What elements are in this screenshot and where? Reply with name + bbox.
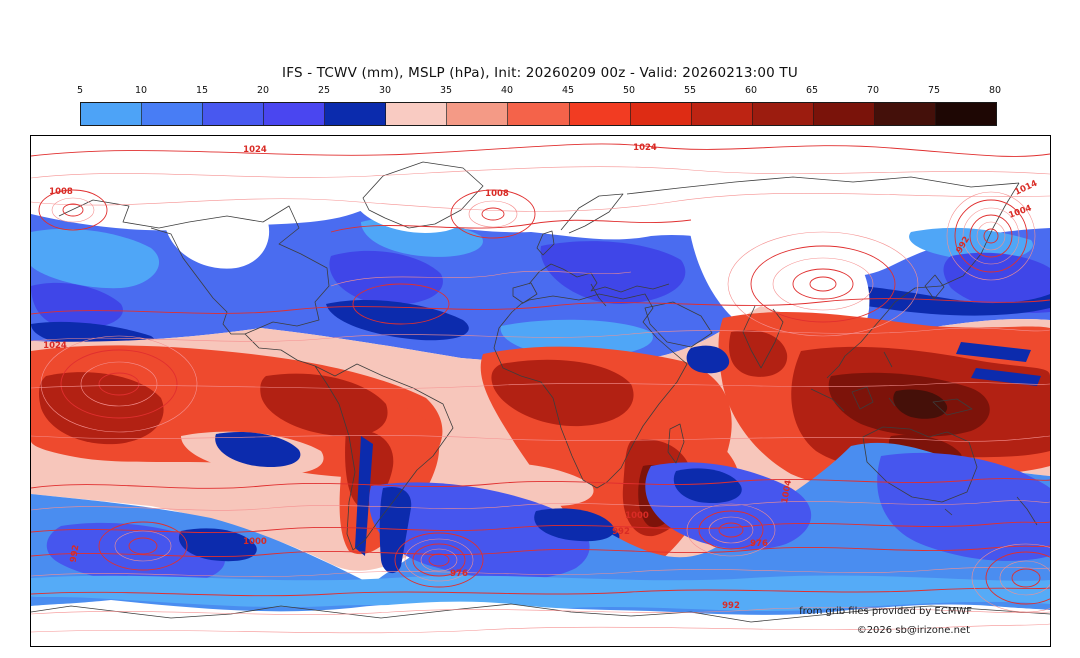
colorbar <box>80 102 997 126</box>
colorbar-segment <box>447 103 509 125</box>
tcwv-shading-layer <box>31 136 1050 646</box>
mslp-contour-label: 1004 <box>780 479 794 504</box>
mslp-contour-label: 992 <box>69 544 82 563</box>
attribution-source: from grib files provided by ECMWF <box>799 606 972 617</box>
colorbar-tick-label: 10 <box>134 85 148 96</box>
colorbar-tick-label: 5 <box>76 85 84 96</box>
colorbar-tick-label: 20 <box>256 85 270 96</box>
colorbar-segment <box>386 103 448 125</box>
colorbar-segment <box>142 103 204 125</box>
mslp-contour-label: 976 <box>750 539 768 549</box>
colorbar-tick-label: 30 <box>378 85 392 96</box>
mslp-contour-label: 1000 <box>243 537 267 547</box>
colorbar-tick-label: 25 <box>317 85 331 96</box>
colorbar-tick-label: 70 <box>866 85 880 96</box>
colorbar-segment <box>264 103 326 125</box>
mslp-contour-label: 976 <box>450 569 468 579</box>
colorbar-tick-label: 45 <box>561 85 575 96</box>
colorbar-tick-label: 40 <box>500 85 514 96</box>
colorbar-segment <box>569 103 631 125</box>
attribution-copyright: ©2026 sb@irizone.net <box>856 625 970 636</box>
colorbar-tick-label: 15 <box>195 85 209 96</box>
colorbar-tick-label: 65 <box>805 85 819 96</box>
coastlines-layer <box>31 161 1050 623</box>
mslp-contour-label: 1024 <box>243 145 267 155</box>
mslp-contour-label: 1024 <box>633 143 657 153</box>
colorbar-segment <box>935 103 996 125</box>
colorbar-tick-label: 75 <box>927 85 941 96</box>
chart-title: IFS - TCWV (mm), MSLP (hPa), Init: 20260… <box>282 65 798 81</box>
colorbar-segment <box>508 103 570 125</box>
mslp-contour-label: 1008 <box>49 187 73 197</box>
colorbar-ticks: 5 10 15 20 25 30 35 40 45 50 55 60 65 70 75 80 <box>76 85 1001 98</box>
map-frame: 1024 1024 1008 1008 1014 1004 992 1024 1000 992 97… <box>30 135 1051 647</box>
mslp-contours-layer <box>31 143 1050 634</box>
colorbar-tick-label: 50 <box>622 85 636 96</box>
colorbar-segment <box>874 103 936 125</box>
colorbar-segment <box>813 103 875 125</box>
colorbar-segment <box>630 103 692 125</box>
colorbar-segment <box>81 103 143 125</box>
colorbar-segment <box>752 103 814 125</box>
colorbar-segment <box>691 103 753 125</box>
mslp-contour-label: 1000 <box>625 511 649 521</box>
mslp-contour-label: 1008 <box>485 189 509 199</box>
colorbar-tick-label: 80 <box>988 85 1002 96</box>
mslp-contour-label: 1024 <box>43 341 67 351</box>
mslp-contour-label: 992 <box>612 527 630 537</box>
colorbar-segment <box>325 103 387 125</box>
colorbar-tick-label: 55 <box>683 85 697 96</box>
mslp-contour-label: 992 <box>722 601 740 611</box>
colorbar-segment <box>203 103 265 125</box>
colorbar-tick-label: 35 <box>439 85 453 96</box>
colorbar-tick-label: 60 <box>744 85 758 96</box>
